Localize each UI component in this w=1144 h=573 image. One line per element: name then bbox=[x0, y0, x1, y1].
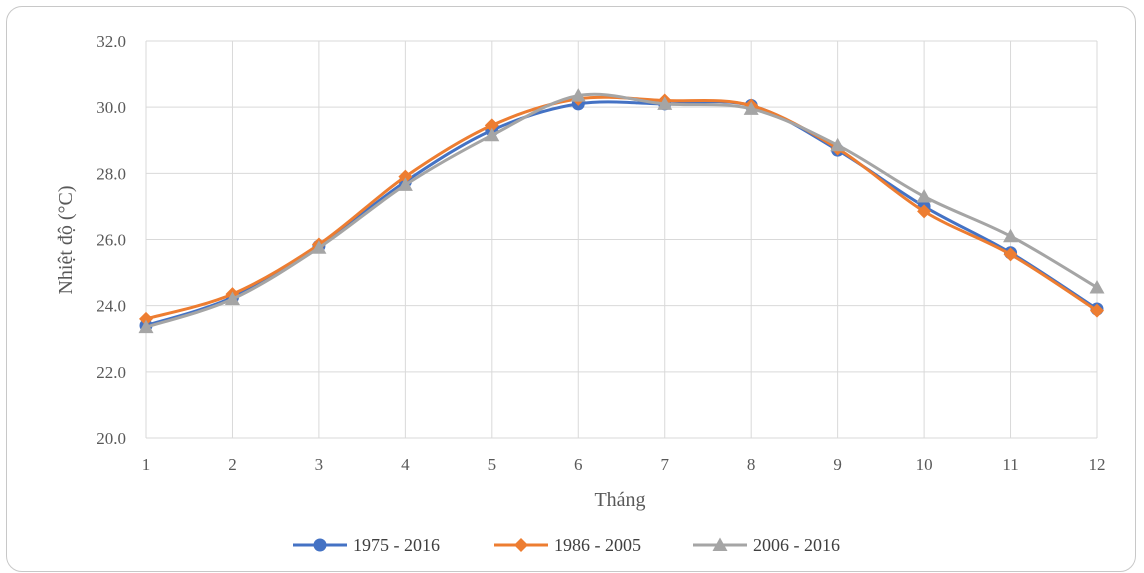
x-tick-label: 1 bbox=[142, 455, 151, 474]
y-tick-label: 24.0 bbox=[96, 297, 126, 316]
y-tick-label: 32.0 bbox=[96, 32, 126, 51]
data-point-triangle bbox=[830, 137, 846, 152]
data-point-triangle bbox=[1003, 228, 1019, 243]
x-axis-title: Tháng bbox=[594, 489, 645, 511]
x-tick-label: 11 bbox=[1002, 455, 1018, 474]
data-point-diamond bbox=[1003, 247, 1018, 262]
series-line bbox=[144, 92, 1099, 329]
data-point-triangle bbox=[397, 177, 413, 191]
x-tick-label: 12 bbox=[1089, 455, 1106, 474]
series-2 bbox=[139, 91, 1104, 326]
y-tick-label: 22.0 bbox=[96, 363, 126, 382]
data-point-triangle bbox=[1089, 279, 1105, 294]
series-line bbox=[144, 100, 1099, 328]
data-point-diamond bbox=[139, 311, 153, 326]
gridlines bbox=[145, 40, 1098, 439]
y-tick-label: 26.0 bbox=[96, 231, 126, 250]
y-tick-label: 20.0 bbox=[96, 429, 126, 448]
legend-marker-triangle bbox=[712, 537, 728, 551]
legend: 1975 - 2016 1986 - 2005 2006 - 2016 bbox=[293, 535, 840, 555]
x-tick-label: 8 bbox=[747, 455, 756, 474]
legend-label: 1986 - 2005 bbox=[554, 535, 641, 555]
x-tick-label: 7 bbox=[660, 455, 669, 474]
x-tick-label: 3 bbox=[315, 455, 324, 474]
data-point-diamond bbox=[484, 118, 499, 133]
legend-label: 2006 - 2016 bbox=[753, 535, 840, 555]
legend-marker-circle bbox=[313, 538, 327, 552]
series-lines bbox=[138, 88, 1105, 334]
legend-item: 1975 - 2016 bbox=[293, 535, 440, 555]
series-1 bbox=[139, 97, 1104, 333]
x-tick-label: 5 bbox=[488, 455, 497, 474]
data-point-triangle bbox=[484, 127, 500, 142]
y-tick-label: 30.0 bbox=[96, 98, 126, 117]
data-point-diamond bbox=[1090, 303, 1104, 318]
x-tick-label: 9 bbox=[833, 455, 842, 474]
data-point-triangle bbox=[570, 88, 586, 102]
x-tick-labels: 1 2 3 4 5 6 7 8 9 10 11 12 bbox=[142, 455, 1106, 474]
data-point-triangle bbox=[743, 101, 759, 115]
legend-label: 1975 - 2016 bbox=[353, 535, 440, 555]
x-tick-label: 10 bbox=[916, 455, 933, 474]
y-axis-title: Nhiệt độ (°C) bbox=[55, 185, 77, 294]
data-point-triangle bbox=[224, 291, 240, 306]
x-tick-label: 2 bbox=[228, 455, 237, 474]
legend-item: 1986 - 2005 bbox=[494, 535, 641, 555]
data-point-triangle bbox=[311, 240, 327, 254]
data-point-diamond bbox=[398, 169, 413, 184]
x-tick-label: 4 bbox=[401, 455, 410, 474]
series-line bbox=[144, 95, 1099, 321]
data-point-triangle bbox=[138, 319, 154, 334]
legend-marker-diamond bbox=[514, 538, 528, 552]
legend-item: 2006 - 2016 bbox=[693, 535, 840, 555]
data-point-triangle bbox=[657, 96, 673, 110]
series-3 bbox=[138, 88, 1105, 334]
data-point-triangle bbox=[916, 188, 932, 203]
y-tick-label: 28.0 bbox=[96, 164, 126, 183]
y-tick-labels: 20.0 22.0 24.0 26.0 28.0 30.0 32.0 bbox=[96, 32, 126, 448]
x-tick-label: 6 bbox=[574, 455, 583, 474]
data-point-diamond bbox=[917, 204, 932, 219]
